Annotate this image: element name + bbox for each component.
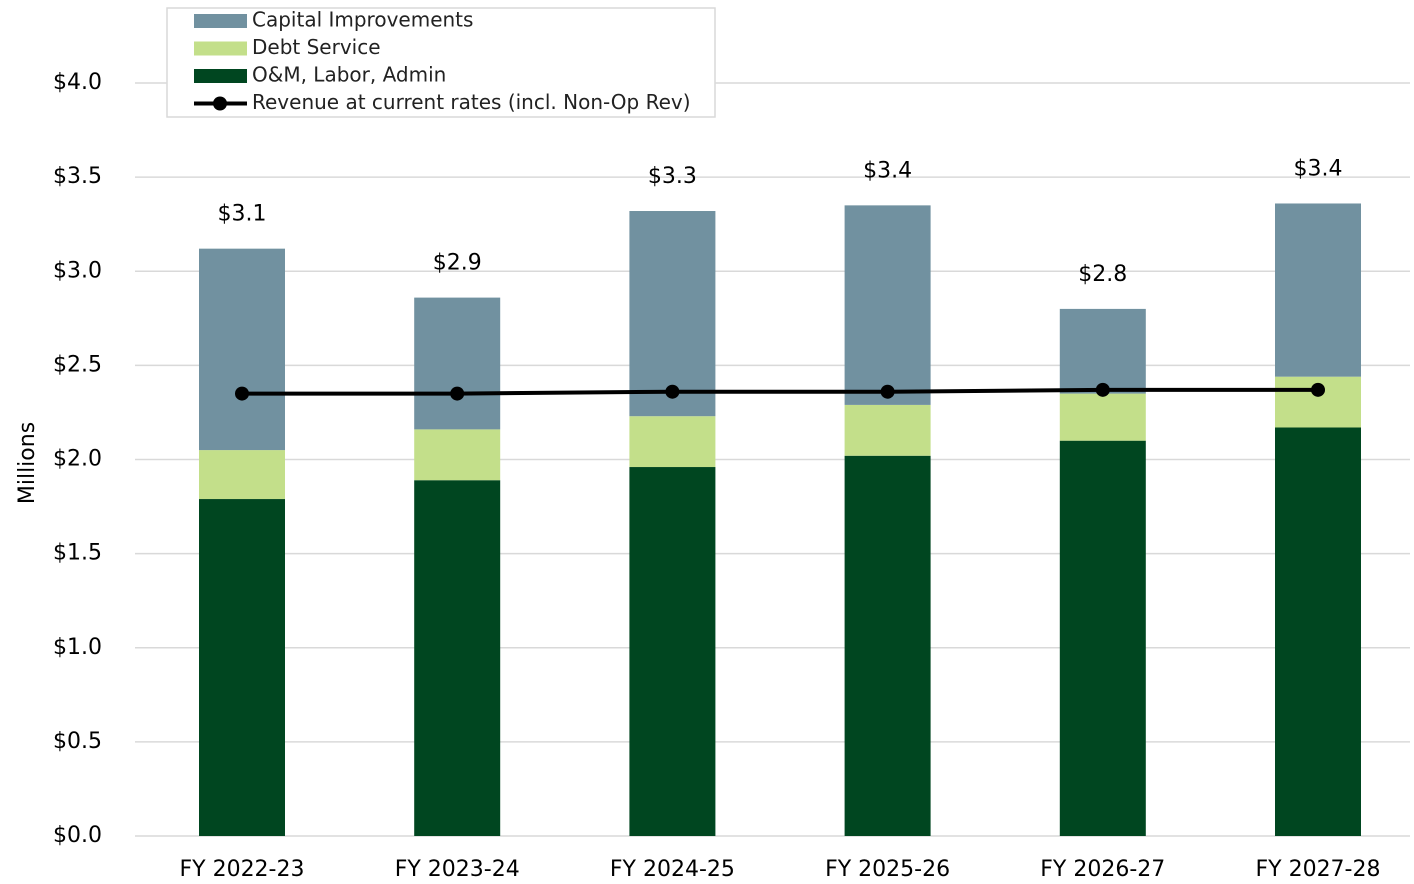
y-tick-label: $1.5 — [53, 541, 102, 566]
y-tick-label: $0.5 — [53, 729, 102, 754]
x-tick-label: FY 2023-24 — [395, 857, 520, 882]
legend-label: O&M, Labor, Admin — [252, 63, 446, 87]
bar-segment — [844, 404, 931, 456]
total-label: $3.3 — [648, 164, 697, 189]
bar-segment — [629, 467, 716, 836]
bar-segment — [199, 450, 285, 500]
bar-segment — [199, 499, 285, 836]
revenue-point — [880, 384, 895, 399]
legend-swatch — [194, 14, 247, 28]
total-label: $3.4 — [1294, 156, 1343, 181]
y-tick-label: $3.5 — [53, 164, 102, 189]
total-label: $2.9 — [433, 251, 482, 276]
x-tick-label: FY 2024-25 — [610, 857, 735, 882]
bar-segment — [844, 205, 931, 405]
bar-segment — [844, 455, 931, 836]
bar-segment — [629, 211, 716, 417]
x-tick-label: FY 2027-28 — [1255, 857, 1380, 882]
legend-label: Revenue at current rates (incl. Non-Op R… — [252, 90, 691, 114]
y-tick-label: $4.0 — [53, 70, 102, 95]
y-tick-label: $2.5 — [53, 352, 102, 377]
bar-segment — [629, 416, 716, 468]
y-tick-label: $2.0 — [53, 447, 102, 472]
bar-segment — [1059, 308, 1146, 394]
total-label: $3.4 — [863, 158, 912, 183]
bar-segment — [414, 480, 501, 836]
bar-segment — [1275, 203, 1361, 377]
revenue-point — [235, 386, 249, 401]
total-label: $3.1 — [218, 202, 267, 227]
legend-label: Capital Improvements — [252, 8, 473, 32]
bar-segment — [199, 248, 285, 451]
legend-label: Debt Service — [252, 35, 381, 59]
bar-segment — [1059, 393, 1146, 441]
revenue-point — [665, 384, 680, 399]
revenue-point — [1311, 382, 1325, 397]
y-axis-label: Millions — [15, 422, 40, 504]
y-tick-label: $1.0 — [53, 635, 102, 660]
bar-segment — [414, 297, 501, 430]
legend-swatch — [194, 41, 247, 56]
x-tick-label: FY 2026-27 — [1040, 857, 1165, 882]
total-label: $2.8 — [1078, 262, 1127, 287]
x-tick-label: FY 2025-26 — [825, 857, 950, 882]
y-tick-label: $0.0 — [53, 823, 102, 848]
revenue-point — [1095, 382, 1110, 397]
y-tick-label: $3.0 — [53, 258, 102, 283]
legend-swatch — [194, 69, 247, 83]
legend-box — [166, 7, 716, 118]
x-tick-label: FY 2022-23 — [179, 857, 304, 882]
bar-segment — [1059, 440, 1146, 836]
bar-segment — [414, 429, 501, 481]
legend: Capital Improvements Debt Service O&M, Lab… — [166, 7, 716, 118]
revenue-line — [242, 387, 1318, 396]
legend-marker — [213, 96, 227, 111]
revenue-point — [450, 386, 465, 401]
bar-segment — [1275, 427, 1361, 836]
